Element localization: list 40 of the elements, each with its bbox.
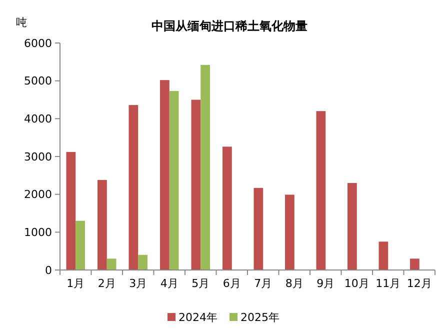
bar [169,91,179,270]
bar [160,80,170,270]
y-tick-label: 3000 [24,150,52,164]
x-tick-label: 6月 [222,277,241,290]
x-tick-label: 2月 [98,277,116,290]
bar [254,188,264,270]
y-tick-label: 1000 [24,226,52,240]
bar [316,111,326,270]
bar [410,258,420,270]
bar [76,220,85,270]
bar [222,146,232,270]
x-tick-label: 10月 [344,277,370,290]
x-tick-label: 4月 [160,277,178,290]
bar [106,258,116,270]
legend-label: 2025年 [240,311,280,324]
x-tick-label: 11月 [376,277,401,290]
y-tick-label: 2000 [24,188,52,202]
y-tick-label: 0 [45,264,52,277]
bar [348,182,357,270]
bar [128,105,138,270]
x-tick-label: 9月 [316,277,335,290]
bar [200,64,210,270]
legend-label: 2024年 [178,311,218,324]
y-axis-title: 吨 [16,16,27,29]
bar [98,180,107,270]
bar [66,152,76,270]
bar [285,194,294,270]
x-tick-label: 5月 [192,277,210,290]
chart-title: 中国从缅甸进口稀土氧化物量 [152,19,308,33]
x-tick-label: 8月 [285,277,304,290]
bar [378,242,388,270]
x-tick-label: 12月 [406,277,432,290]
bar [138,254,148,270]
bar [191,100,201,270]
x-tick-label: 3月 [129,277,148,290]
y-tick-label: 4000 [24,112,52,126]
x-tick-label: 1月 [66,277,85,290]
x-tick-label: 7月 [254,277,272,290]
y-tick-label: 6000 [24,36,52,50]
y-tick-label: 5000 [24,74,52,88]
